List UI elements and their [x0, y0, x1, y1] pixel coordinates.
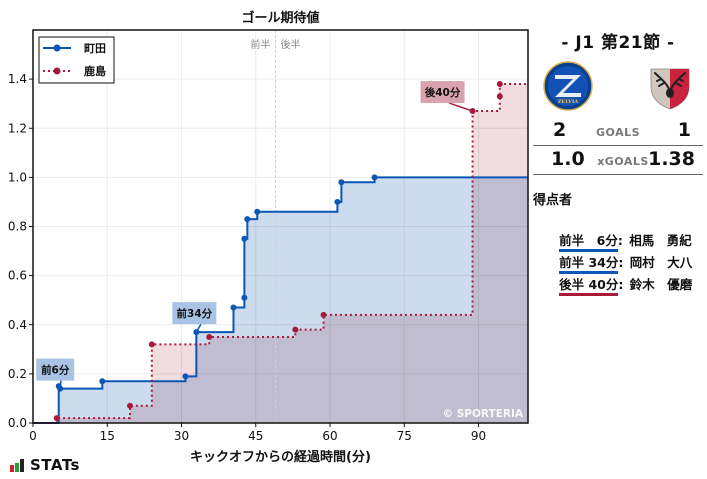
data-point [244, 216, 251, 223]
series-area [33, 84, 528, 423]
scorer-name: 岡村 大八 [629, 255, 693, 270]
team-crests: ZELVIA [533, 61, 703, 117]
scorers-title: 得点者 [533, 193, 573, 208]
zelvia-crest-icon: ZELVIA [543, 61, 593, 111]
data-point [99, 378, 106, 385]
y-tick-label: 0.0 [8, 416, 27, 430]
y-tick-label: 1.0 [8, 170, 27, 184]
scorer-time: 後半 40分 [559, 277, 619, 296]
data-point [496, 81, 503, 88]
data-point [338, 179, 345, 186]
annotation-pointer [195, 323, 202, 333]
annotation-pointer [448, 102, 473, 112]
home-goals: 2 [553, 119, 567, 141]
legend-box [38, 36, 115, 84]
xgoals-row: 1.0 xGOALS 1.38 [533, 146, 703, 175]
legend-swatch-marker [53, 67, 61, 75]
data-point [206, 334, 213, 341]
x-tick-label: 60 [322, 429, 337, 443]
svg-text:ZELVIA: ZELVIA [558, 99, 579, 105]
series-line [33, 83, 528, 424]
scorer-name: 鈴木 優磨 [629, 277, 693, 292]
stats-logo-text: STATs [30, 456, 80, 474]
scorers-list: 得点者 前半 6分: 相馬 勇紀 前半 34分: 岡村 大八 後半 40分: 鈴… [533, 189, 703, 296]
watermark: © SPORTERIA [443, 408, 524, 420]
x-tick-label: 15 [100, 429, 115, 443]
x-tick-label: 30 [174, 429, 189, 443]
annotation-box [36, 358, 75, 381]
x-tick-label: 75 [397, 429, 412, 443]
bar-chart-icon [10, 459, 24, 472]
round-label: - J1 第21節 - [561, 33, 675, 53]
x-axis-label: キックオフからの経過時間(分) [190, 449, 371, 465]
chart-title: ゴール期待値 [241, 10, 319, 26]
x-tick-label: 90 [471, 429, 486, 443]
data-point [334, 198, 341, 205]
scorer-time: 前半 6分 [559, 233, 618, 252]
data-point [127, 402, 134, 409]
xgoals-label: xGOALS [597, 155, 649, 168]
legend-label: 鹿島 [84, 64, 106, 78]
data-point [254, 208, 261, 215]
x-tick-label: 45 [248, 429, 263, 443]
scorer-item: 前半 6分: 相馬 勇紀 [533, 214, 703, 252]
scorer-time: 前半 34分 [559, 255, 619, 274]
scorer-name: 相馬 勇紀 [629, 233, 692, 248]
data-point [241, 294, 248, 301]
second-half-label: 後半 [281, 38, 301, 51]
antlers-crest-icon [650, 68, 690, 110]
y-tick-label: 1.2 [8, 121, 27, 135]
annotation-label: 前6分 [41, 364, 70, 377]
annotation-box [420, 81, 465, 104]
match-summary-panel: - J1 第21節 - ZELVIA 2 GOALS 1 1.0 xGOALS … [533, 24, 703, 296]
annotation-label: 後40分 [424, 86, 461, 99]
scorer-item: 後半 40分: 鈴木 優磨 [533, 258, 703, 296]
y-tick-label: 0.4 [8, 318, 27, 332]
annotation-label: 前34分 [177, 307, 213, 320]
away-goals: 1 [677, 119, 691, 141]
data-point [182, 373, 189, 380]
first-half-label: 前半 [251, 38, 271, 51]
away-xg: 1.38 [648, 148, 695, 170]
data-point [320, 311, 327, 318]
scorer-item: 前半 34分: 岡村 大八 [533, 236, 703, 274]
y-tick-label: 0.6 [8, 269, 27, 283]
home-xg: 1.0 [551, 148, 585, 170]
x-tick-label: 0 [29, 429, 37, 443]
data-point [241, 235, 248, 242]
data-point [292, 326, 299, 333]
stats-logo: STATs [10, 456, 80, 474]
y-tick-label: 0.2 [8, 367, 27, 381]
data-point [371, 174, 378, 181]
goals-row: 2 GOALS 1 [533, 117, 703, 146]
y-tick-label: 1.4 [8, 72, 27, 86]
data-point [148, 341, 155, 348]
annotation-pointer [59, 380, 62, 389]
annotation-box [172, 302, 217, 325]
legend-label: 町田 [84, 42, 106, 55]
legend-swatch-marker [53, 44, 61, 52]
y-tick-label: 0.8 [8, 220, 27, 234]
data-point [53, 415, 60, 422]
data-point [230, 304, 237, 311]
data-point [496, 93, 503, 100]
goals-label: GOALS [595, 126, 641, 139]
